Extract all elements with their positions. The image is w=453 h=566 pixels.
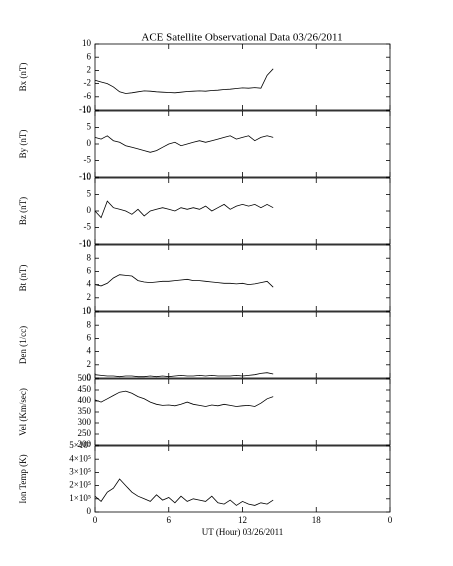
y-tick-label: 6 bbox=[87, 51, 92, 61]
y-tick-label: 0 bbox=[87, 305, 92, 315]
y-tick-label: 6 bbox=[87, 265, 92, 275]
y-tick-label: 2 bbox=[87, 64, 92, 74]
y-tick-label: 0 bbox=[87, 138, 92, 148]
y-axis-label: Bt (nT) bbox=[18, 265, 28, 292]
y-tick-label: 1×10⁵ bbox=[69, 493, 91, 503]
y-tick-label: 8 bbox=[87, 252, 92, 262]
y-tick-label: 6 bbox=[87, 332, 92, 342]
y-axis-label: Bz (nT) bbox=[18, 197, 28, 225]
x-tick-label: 0 bbox=[93, 515, 98, 525]
y-axis-label: Den (1/cc) bbox=[18, 326, 28, 364]
y-tick-label: 350 bbox=[78, 406, 92, 416]
y-tick-label: 0 bbox=[87, 506, 92, 516]
y-tick-label: -10 bbox=[79, 171, 91, 181]
data-line bbox=[94, 200, 274, 219]
y-axis-label: Vel (Km/sec) bbox=[18, 388, 28, 436]
y-tick-label: 4×10⁵ bbox=[69, 453, 91, 463]
data-line bbox=[94, 135, 274, 153]
chart-title: ACE Satellite Observational Data 03/26/2… bbox=[141, 32, 342, 44]
y-axis-label: Bx (nT) bbox=[18, 63, 28, 92]
y-axis-label: By (nT) bbox=[18, 130, 28, 159]
y-tick-label: -6 bbox=[84, 91, 92, 101]
y-tick-label: 300 bbox=[78, 417, 92, 427]
y-tick-label: 10 bbox=[82, 38, 92, 48]
y-tick-label: 3×10⁵ bbox=[69, 466, 91, 476]
y-tick-label: -5 bbox=[84, 155, 92, 165]
y-tick-label: -10 bbox=[79, 104, 91, 114]
y-tick-label: 2×10⁵ bbox=[69, 480, 91, 490]
data-line bbox=[94, 274, 274, 288]
y-tick-label: -5 bbox=[84, 222, 92, 232]
y-tick-label: 4 bbox=[87, 279, 92, 289]
x-axis-label: UT (Hour) 03/26/2011 bbox=[202, 527, 284, 537]
data-line bbox=[94, 478, 274, 506]
x-tick-label: 12 bbox=[238, 515, 247, 525]
x-tick-label: 18 bbox=[312, 515, 322, 525]
y-tick-label: 4 bbox=[87, 346, 92, 356]
x-tick-label: 6 bbox=[167, 515, 172, 525]
y-tick-label: 5 bbox=[87, 189, 92, 199]
y-tick-label: -10 bbox=[79, 238, 91, 248]
y-tick-label: 450 bbox=[78, 384, 92, 394]
y-tick-label: 10 bbox=[82, 306, 92, 316]
y-tick-label: 5×10⁵ bbox=[69, 440, 91, 450]
y-tick-label: 400 bbox=[78, 395, 92, 405]
y-tick-label: 5 bbox=[87, 122, 92, 132]
y-tick-label: 10 bbox=[82, 239, 92, 249]
y-tick-label: 10 bbox=[82, 105, 92, 115]
y-tick-label: -2 bbox=[84, 78, 92, 88]
x-tick-label: 0 bbox=[388, 515, 393, 525]
data-line bbox=[94, 372, 274, 378]
y-axis-label: Ion Temp (K) bbox=[18, 454, 28, 503]
data-line bbox=[94, 390, 274, 407]
y-tick-label: 2 bbox=[87, 359, 92, 369]
y-tick-label: 500 bbox=[78, 373, 92, 383]
y-tick-label: 2 bbox=[87, 292, 92, 302]
y-tick-label: 10 bbox=[82, 172, 92, 182]
y-tick-label: 0 bbox=[87, 372, 92, 382]
data-line bbox=[94, 68, 274, 94]
y-tick-label: 250 bbox=[78, 428, 92, 438]
y-tick-label: 200 bbox=[78, 439, 92, 449]
y-tick-label: 8 bbox=[87, 319, 92, 329]
y-tick-label: 0 bbox=[87, 205, 92, 215]
